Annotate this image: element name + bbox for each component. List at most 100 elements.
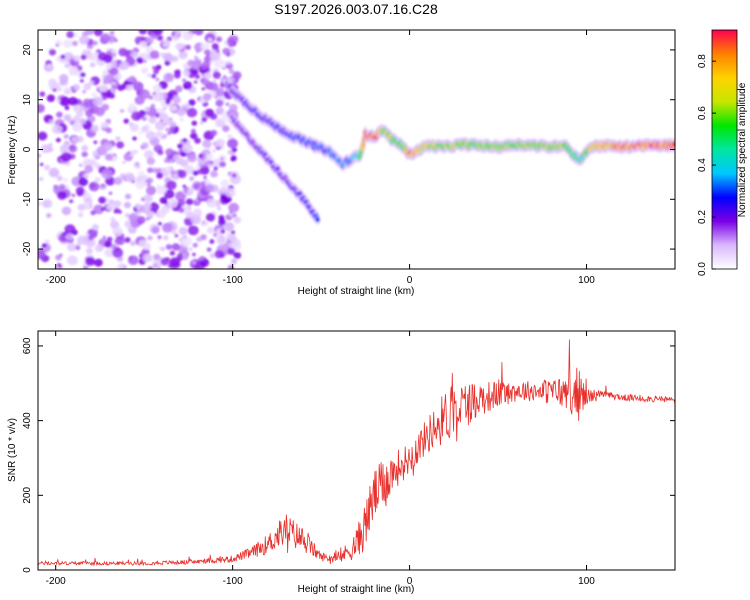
heatmap-noise-blob: [48, 119, 55, 125]
heatmap-noise-blob: [52, 78, 56, 82]
heatmap-noise-blob: [200, 77, 209, 85]
heatmap-noise-blob: [84, 232, 90, 237]
heatmap-noise-blob: [117, 209, 122, 214]
snr-y-tick-label: 600: [22, 337, 33, 354]
heatmap-noise-blob: [203, 176, 207, 180]
heatmap-noise-blob: [145, 150, 153, 158]
heatmap-noise-blob: [101, 169, 113, 180]
heatmap-noise-blob: [106, 47, 111, 52]
heatmap-noise-blob: [142, 253, 152, 263]
heatmap-noise-blob: [163, 189, 175, 199]
heatmap-noise-blob: [173, 37, 178, 42]
heatmap-noise-blob: [146, 167, 154, 173]
heatmap-noise-blob: [97, 52, 108, 61]
heatmap-noise-blob: [100, 33, 111, 43]
heatmap-noise-blob: [66, 242, 77, 252]
heatmap-noise-blob: [151, 73, 157, 79]
heatmap-noise-blob: [106, 202, 115, 211]
heatmap-noise-blob: [201, 116, 208, 123]
heatmap-noise-blob: [228, 202, 240, 213]
colorbar-tick-label: 0.8: [697, 54, 708, 68]
heatmap-noise-blob: [119, 61, 130, 71]
heatmap-noise-blob: [68, 66, 79, 76]
heatmap-noise-blob: [39, 91, 46, 97]
heatmap-noise-blob: [152, 84, 162, 93]
heatmap-noise-blob: [220, 244, 228, 251]
heatmap-noise-blob: [188, 99, 196, 106]
heatmap-noise-blob: [44, 239, 50, 244]
heatmap-noise-blob: [175, 85, 183, 93]
heatmap-noise-blob: [112, 153, 117, 157]
heatmap-noise-blob: [160, 52, 166, 57]
heatmap-noise-blob: [219, 161, 226, 168]
heatmap-noise-blob: [176, 107, 186, 117]
colorbar-tick-label: 0.2: [697, 210, 708, 224]
heatmap-noise-blob: [206, 198, 217, 209]
heatmap-noise-blob: [195, 50, 200, 54]
heatmap-noise-blob: [179, 117, 184, 122]
heatmap-noise-blob: [60, 54, 66, 60]
heatmap-noise-blob: [199, 222, 204, 227]
heatmap-noise-blob: [91, 92, 97, 98]
heatmap-noise-blob: [169, 250, 176, 256]
heatmap-noise-blob: [106, 236, 113, 242]
heatmap-noise-blob: [88, 80, 95, 86]
heatmap-noise-blob: [38, 154, 42, 158]
colorbar: 0.0 0.2 0.4 0.6 0.8 Normalized spectral ampl…: [697, 29, 748, 276]
heatmap-noise-blob: [155, 77, 160, 82]
heatmap-noise-blob: [124, 193, 132, 200]
heatmap-noise-blob: [94, 244, 104, 252]
heatmap-noise-blob: [77, 235, 88, 245]
heatmap-noise-blob: [119, 108, 125, 113]
heatmap-noise-blob: [171, 229, 178, 235]
heatmap-noise-blob: [127, 255, 139, 266]
heatmap-noise-blob: [152, 167, 158, 173]
heatmap-noise-blob: [48, 49, 57, 56]
heatmap-noise-blob: [57, 191, 67, 200]
heatmap-noise-blob: [206, 247, 212, 252]
heatmap-noise-blob: [102, 235, 107, 239]
heatmap-noise-blob: [138, 239, 148, 248]
heatmap-noise-blob: [197, 169, 203, 175]
heatmap-noise-blob: [46, 63, 52, 68]
heatmap-noise-blob: [149, 50, 160, 59]
spectrogram-y-tick-label: 10: [22, 94, 33, 106]
heatmap-noise-blob: [224, 221, 235, 232]
heatmap-noise-blob: [213, 233, 218, 237]
heatmap-noise-blob: [214, 250, 224, 259]
heatmap-noise-blob: [58, 234, 68, 243]
heatmap-noise-blob: [187, 59, 195, 67]
heatmap-noise-blob: [71, 122, 83, 132]
heatmap-noise-blob: [113, 210, 118, 214]
heatmap-noise-blob: [93, 140, 98, 144]
heatmap-noise-blob: [124, 172, 135, 182]
heatmap-noise-blob: [100, 121, 109, 129]
heatmap-noise-blob: [68, 144, 78, 153]
heatmap-noise-blob: [224, 61, 230, 66]
heatmap-noise-blob: [63, 134, 69, 139]
heatmap-noise-blob: [56, 99, 61, 103]
heatmap-noise-blob: [134, 161, 140, 167]
heatmap-noise-blob: [177, 169, 187, 179]
heatmap-noise-blob: [138, 30, 148, 35]
heatmap-noise-blob: [159, 112, 168, 120]
heatmap-noise-blob: [46, 213, 52, 218]
heatmap-noise-blob: [124, 80, 128, 84]
heatmap-noise-blob: [160, 41, 164, 45]
heatmap-noise-blob: [134, 203, 142, 209]
snr-x-tick-label: -100: [223, 576, 243, 587]
heatmap-noise-blob: [126, 151, 131, 155]
heatmap-noise-blob: [38, 201, 42, 206]
colorbar-tick-label: 0.0: [697, 262, 708, 276]
heatmap-noise-blob: [175, 191, 187, 202]
heatmap-noise-blob: [230, 155, 237, 162]
snr-y-tick-label: 400: [22, 412, 33, 429]
heatmap-noise-blob: [117, 263, 126, 269]
heatmap-noise-blob: [63, 86, 73, 95]
heatmap-noise-blob: [90, 124, 99, 133]
heatmap-noise-blob: [204, 49, 211, 56]
heatmap-noise-blob: [92, 96, 104, 107]
heatmap-noise-blob: [55, 254, 62, 261]
